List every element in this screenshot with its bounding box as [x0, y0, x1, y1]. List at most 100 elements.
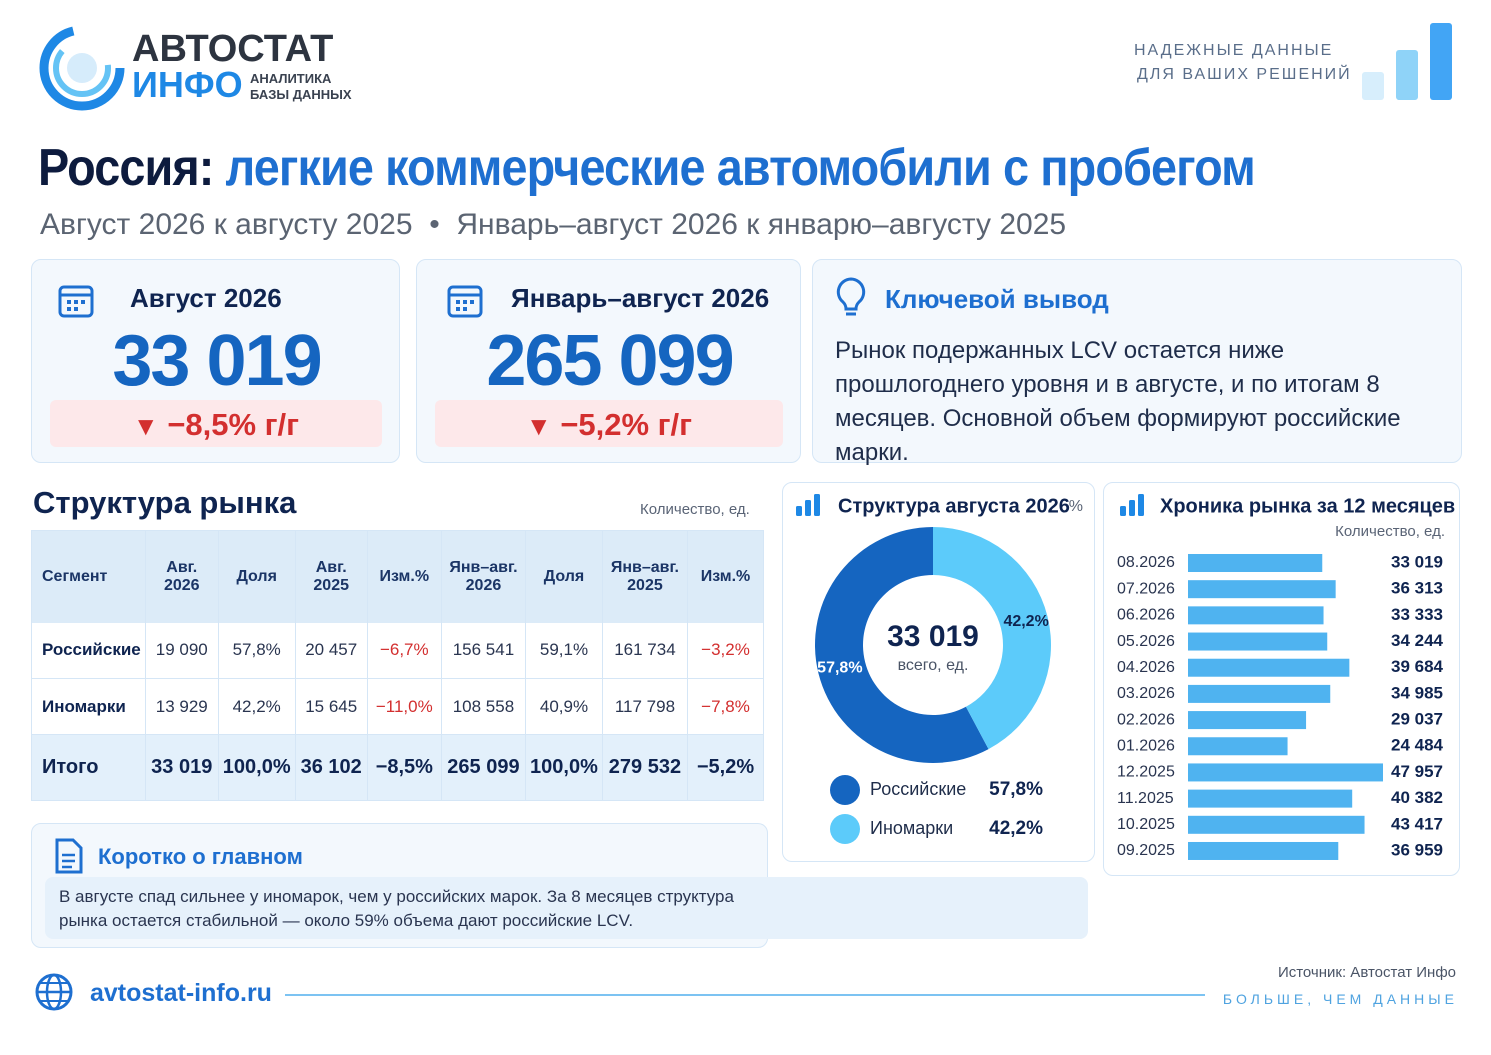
- cell: −11,0%: [367, 678, 442, 735]
- cell: 279 532: [602, 734, 688, 801]
- column-header: Сегмент: [31, 530, 146, 623]
- unit-label: %: [1069, 498, 1083, 515]
- kpi-change-text: −8,5% г/г: [167, 407, 300, 442]
- legend-value: 57,8%: [989, 779, 1043, 800]
- cell: Итого: [31, 734, 146, 801]
- bar: [1188, 789, 1353, 808]
- category-label: 02.2026: [1117, 711, 1175, 728]
- column-header: Авг. 2025: [295, 530, 368, 623]
- value-label: 34 985: [1391, 683, 1443, 702]
- legend-value: 42,2%: [989, 818, 1043, 839]
- bars-card: [1103, 482, 1460, 876]
- bar: [1188, 815, 1365, 834]
- cell: Иномарки: [31, 678, 146, 735]
- table-row: Итого 33 019 100,0% 36 102 −8,5% 265 099 100,0…: [31, 734, 765, 801]
- category-label: 10.2025: [1117, 816, 1175, 833]
- bar: [1188, 658, 1350, 677]
- category-label: 06.2026: [1117, 607, 1175, 624]
- logo-sub: АНАЛИТИКА: [250, 71, 332, 86]
- kpi-change: ▼ −8,5% г/г: [132, 407, 300, 442]
- cell: 40,9%: [525, 678, 603, 735]
- bar: [1188, 554, 1323, 572]
- subtitle: Август 2026 к августу 2025 • Январь–авгу…: [40, 208, 1067, 241]
- cell: 13 929: [145, 678, 219, 735]
- category-label: 03.2026: [1117, 685, 1175, 702]
- doc-icon: [55, 838, 83, 874]
- table-row: Российские 19 090 57,8% 20 457 −6,7% 156 541 5…: [31, 622, 765, 679]
- cell: 161 734: [602, 622, 688, 679]
- title-lead: Россия:: [38, 139, 214, 197]
- cell: 20 457: [295, 622, 368, 679]
- bar: [1188, 841, 1339, 860]
- bar: [1188, 606, 1324, 625]
- column-header: Доля: [218, 530, 296, 623]
- category-label: 12.2025: [1117, 764, 1175, 781]
- bar: [1188, 580, 1336, 599]
- tagline: ДЛЯ ВАШИХ РЕШЕНИЙ: [1137, 66, 1352, 83]
- footer-line: [285, 994, 1205, 996]
- chart-icon-bar: [814, 494, 820, 516]
- site[interactable]: avtostat-info.ru: [90, 979, 272, 1007]
- value-label: 33 019: [1391, 552, 1443, 571]
- key-finding-text: Рынок подержанных LCV остается ниже прош…: [835, 337, 1401, 466]
- bar: [1188, 763, 1383, 782]
- cell: 100,0%: [525, 734, 603, 801]
- key-finding-card: Ключевой вывод Рынок подержанных LCV ост…: [812, 259, 1462, 466]
- category-label: 08.2026: [1117, 554, 1175, 571]
- kpi-card: Январь–август 2026 265 099 ▼ −5,2% г/г: [416, 259, 801, 463]
- kpi-change-box: ▼ −5,2% г/г: [435, 400, 783, 447]
- cell: 36 102: [295, 734, 368, 801]
- logo-sub: БАЗЫ ДАННЫХ: [250, 87, 352, 102]
- kpi-change-text: −5,2% г/г: [560, 407, 693, 442]
- category-label: 05.2026: [1117, 633, 1175, 650]
- summary-text-body: В августе спад сильнее у иномарок, чем у…: [59, 887, 734, 930]
- donut-center-label: всего, ед.: [898, 657, 969, 674]
- title: Россия: легкие коммерческие автомобили с…: [38, 138, 1256, 198]
- chart-icon-bar: [1120, 506, 1126, 516]
- logo-top: АВТОСТАТ: [132, 28, 334, 70]
- donut-label: 57,8%: [817, 660, 862, 677]
- legend-swatch: [830, 814, 860, 844]
- bar: [1188, 737, 1288, 756]
- summary-text: В августе спад сильнее у иномарок, чем у…: [45, 877, 1088, 939]
- cell: 15 645: [295, 678, 368, 735]
- category-label: 09.2025: [1117, 842, 1175, 859]
- cell: −6,7%: [367, 622, 442, 679]
- cell: 108 558: [441, 678, 527, 735]
- value-label: 33 333: [1391, 605, 1443, 624]
- donut-label: 42,2%: [1003, 613, 1048, 630]
- cell: 33 019: [145, 734, 219, 801]
- calendar-icon: [58, 285, 94, 318]
- category-label: 11.2025: [1117, 790, 1174, 807]
- bar: [1188, 711, 1307, 730]
- structure-table: Сегмент Авг. 2026 Доля Авг. 2025 Изм.% Янв–ав…: [31, 530, 765, 801]
- donut-segment: [933, 527, 1052, 750]
- value-label: 36 313: [1391, 579, 1443, 598]
- summary-title: Коротко о главном: [98, 844, 303, 869]
- cell: −7,8%: [687, 678, 765, 735]
- category-label: 07.2026: [1117, 580, 1175, 597]
- cell: 100,0%: [218, 734, 296, 801]
- donut-segment: [815, 527, 989, 763]
- value-label: 24 484: [1391, 736, 1444, 755]
- unit-label: Количество, ед.: [1335, 523, 1445, 540]
- column-header: Авг. 2026: [145, 530, 219, 623]
- value-label: 39 684: [1391, 657, 1444, 676]
- table-row: Иномарки 13 929 42,2% 15 645 −11,0% 108 558 40…: [31, 678, 765, 735]
- cell: 59,1%: [525, 622, 603, 679]
- chart-title: Структура августа 2026: [838, 495, 1070, 517]
- kpi-label: Январь–август 2026: [511, 283, 770, 313]
- kpi-value: 33 019: [112, 321, 322, 401]
- value-label: 34 244: [1391, 631, 1444, 650]
- kpi-change: ▼ −5,2% г/г: [525, 407, 693, 442]
- column-header: Доля: [525, 530, 603, 623]
- cell: 156 541: [441, 622, 527, 679]
- cell: −3,2%: [687, 622, 765, 679]
- logo-icon: [39, 25, 125, 111]
- column-header: Изм.%: [367, 530, 442, 623]
- kpi-label: Август 2026: [130, 283, 282, 313]
- globe-icon: [35, 973, 73, 1011]
- value-label: 40 382: [1391, 788, 1443, 807]
- chart-icon-bar: [1129, 500, 1135, 516]
